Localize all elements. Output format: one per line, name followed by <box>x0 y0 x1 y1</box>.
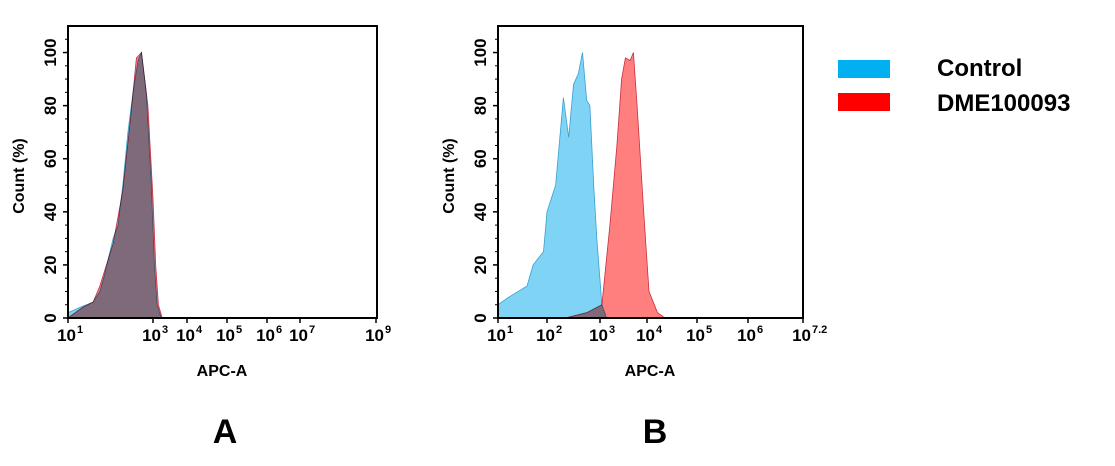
x-tick-label-base: 10 <box>686 326 705 345</box>
x-tick-label-exponent: 4 <box>196 324 203 336</box>
x-tick-label-exponent: 3 <box>609 324 615 336</box>
x-tick-label-base: 10 <box>176 326 195 345</box>
histogram-series-control <box>67 50 162 319</box>
y-tick-label: 40 <box>41 202 60 221</box>
histogram-series-control <box>497 52 608 319</box>
x-tick-label-base: 10 <box>536 326 555 345</box>
x-tick-label-exponent: 3 <box>162 324 168 336</box>
x-tick-label-exponent: 2 <box>556 324 562 336</box>
legend-label-control: Control <box>937 55 1022 82</box>
x-tick-label-exponent: 1 <box>77 324 83 336</box>
x-tick-label-exponent: 4 <box>656 324 663 336</box>
x-tick-label-exponent: 1 <box>507 324 513 336</box>
x-tick-label-exponent: 6 <box>276 324 282 336</box>
x-tick-label-base: 10 <box>57 326 76 345</box>
x-tick-label-exponent: 5 <box>706 324 712 336</box>
x-axis-label: APC-A <box>625 363 676 380</box>
y-axis-label: Count (%) <box>11 138 28 214</box>
y-tick-label: 20 <box>41 255 60 274</box>
x-tick-label-base: 10 <box>216 326 235 345</box>
legend-label-dme100093: DME100093 <box>937 90 1070 117</box>
x-tick-label-base: 10 <box>589 326 608 345</box>
y-tick-label: 0 <box>41 313 60 322</box>
x-tick-label-base: 10 <box>142 326 161 345</box>
x-tick-label-base: 10 <box>792 326 811 345</box>
x-tick-label-exponent: 9 <box>385 324 391 336</box>
y-tick-label: 20 <box>471 255 490 274</box>
y-tick-label: 100 <box>41 38 60 66</box>
legend: Control DME100093 <box>838 55 1070 117</box>
x-tick-label-base: 10 <box>256 326 275 345</box>
x-tick-label-base: 10 <box>365 326 384 345</box>
y-tick-label: 80 <box>41 96 60 115</box>
x-tick-label-exponent: 6 <box>757 324 763 336</box>
panel-label-b: B <box>643 413 668 451</box>
x-tick-label-base: 10 <box>636 326 655 345</box>
y-tick-label: 60 <box>41 149 60 168</box>
histogram-series-dme100093 <box>564 52 667 319</box>
y-tick-label: 0 <box>471 313 490 322</box>
x-axis-label: APC-A <box>197 363 248 380</box>
y-tick-label: 40 <box>471 202 490 221</box>
y-tick-label: 80 <box>471 96 490 115</box>
x-tick-label-base: 10 <box>487 326 506 345</box>
x-tick-label-base: 10 <box>289 326 308 345</box>
x-tick-label-exponent: 7 <box>309 324 315 336</box>
x-tick-label-exponent: 7.2 <box>812 324 827 336</box>
y-tick-label: 100 <box>471 38 490 66</box>
x-tick-label-exponent: 5 <box>236 324 242 336</box>
y-tick-label: 60 <box>471 149 490 168</box>
legend-swatch-dme100093 <box>838 93 890 111</box>
legend-swatch-control <box>838 60 890 78</box>
y-axis-label: Count (%) <box>441 138 458 214</box>
x-tick-label-base: 10 <box>737 326 756 345</box>
panel-label-a: A <box>213 413 238 451</box>
